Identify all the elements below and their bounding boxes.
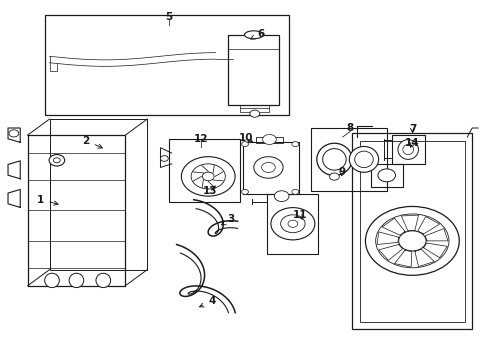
Bar bbox=[392, 135, 425, 164]
Ellipse shape bbox=[403, 144, 414, 154]
Circle shape bbox=[160, 156, 168, 161]
Circle shape bbox=[202, 172, 214, 181]
Bar bbox=[352, 134, 472, 329]
Bar bbox=[311, 128, 387, 191]
Text: 12: 12 bbox=[194, 134, 208, 144]
Circle shape bbox=[376, 214, 449, 268]
Text: 4: 4 bbox=[199, 296, 216, 307]
Circle shape bbox=[242, 141, 248, 147]
Ellipse shape bbox=[355, 151, 373, 168]
Text: 9: 9 bbox=[338, 167, 345, 177]
Circle shape bbox=[9, 130, 19, 137]
Circle shape bbox=[366, 206, 459, 275]
Text: 1: 1 bbox=[37, 195, 58, 205]
Circle shape bbox=[399, 231, 426, 251]
Text: 2: 2 bbox=[83, 136, 102, 148]
Text: 6: 6 bbox=[251, 29, 264, 39]
Circle shape bbox=[292, 189, 299, 194]
Circle shape bbox=[53, 158, 60, 163]
Circle shape bbox=[254, 157, 283, 178]
Circle shape bbox=[242, 189, 248, 194]
Circle shape bbox=[292, 141, 299, 147]
Text: 11: 11 bbox=[293, 210, 307, 220]
Bar bbox=[360, 140, 465, 321]
Circle shape bbox=[181, 157, 235, 196]
Circle shape bbox=[271, 208, 315, 240]
Ellipse shape bbox=[245, 31, 263, 39]
Circle shape bbox=[330, 173, 339, 180]
Circle shape bbox=[262, 162, 275, 172]
Text: 14: 14 bbox=[405, 139, 420, 148]
Text: 7: 7 bbox=[409, 124, 416, 134]
Circle shape bbox=[281, 215, 305, 233]
Ellipse shape bbox=[69, 273, 84, 288]
Text: 8: 8 bbox=[346, 123, 354, 133]
Ellipse shape bbox=[398, 140, 418, 159]
Circle shape bbox=[263, 134, 276, 144]
Text: 13: 13 bbox=[202, 186, 217, 196]
Circle shape bbox=[250, 110, 260, 117]
Bar bbox=[267, 194, 318, 253]
Circle shape bbox=[191, 164, 225, 189]
Circle shape bbox=[49, 154, 65, 166]
Bar bbox=[45, 15, 289, 116]
Text: 3: 3 bbox=[221, 215, 235, 225]
Circle shape bbox=[288, 220, 298, 227]
Circle shape bbox=[378, 169, 395, 182]
Ellipse shape bbox=[96, 273, 111, 288]
Bar bbox=[371, 164, 403, 187]
Bar bbox=[243, 142, 299, 194]
Ellipse shape bbox=[45, 273, 59, 288]
Bar bbox=[256, 137, 283, 143]
Ellipse shape bbox=[317, 143, 352, 176]
Ellipse shape bbox=[323, 149, 346, 170]
Text: 10: 10 bbox=[239, 133, 253, 143]
Bar bbox=[228, 35, 279, 105]
Bar bbox=[169, 139, 240, 202]
Ellipse shape bbox=[349, 147, 379, 172]
Circle shape bbox=[274, 191, 289, 202]
Text: 5: 5 bbox=[166, 12, 173, 22]
